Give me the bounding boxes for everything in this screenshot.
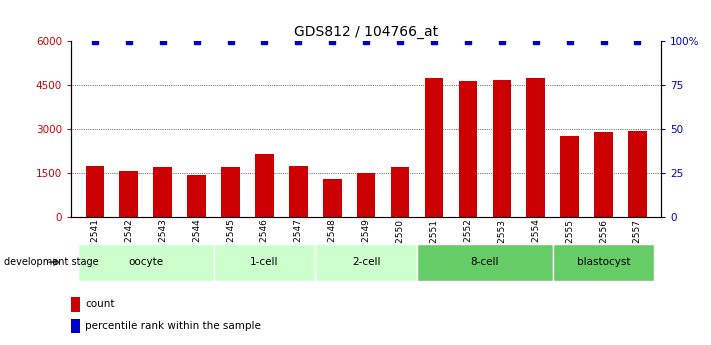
Bar [357, 173, 375, 217]
Text: percentile rank within the sample: percentile rank within the sample [85, 321, 261, 331]
Text: GSM22548: GSM22548 [328, 219, 337, 267]
Bar [526, 78, 545, 217]
Bar [315, 244, 417, 281]
Text: GSM22552: GSM22552 [464, 219, 472, 267]
Bar [221, 168, 240, 217]
Bar [119, 171, 138, 217]
Text: GSM22557: GSM22557 [633, 219, 642, 268]
Text: 8-cell: 8-cell [471, 257, 499, 267]
Text: GSM22547: GSM22547 [294, 219, 303, 267]
Bar [417, 244, 552, 281]
Text: GSM22555: GSM22555 [565, 219, 574, 268]
Bar [552, 244, 654, 281]
Text: GSM22553: GSM22553 [497, 219, 506, 268]
Text: GSM22554: GSM22554 [531, 219, 540, 267]
Bar [594, 132, 613, 217]
Bar [213, 244, 315, 281]
Bar [187, 175, 206, 217]
Text: GSM22543: GSM22543 [158, 219, 167, 267]
Bar [255, 154, 274, 217]
Bar [85, 166, 105, 217]
Bar [323, 179, 341, 217]
Bar [71, 319, 80, 333]
Bar [289, 166, 308, 217]
Bar [71, 297, 80, 312]
Bar [154, 167, 172, 217]
Title: GDS812 / 104766_at: GDS812 / 104766_at [294, 25, 438, 39]
Text: blastocyst: blastocyst [577, 257, 631, 267]
Text: GSM22541: GSM22541 [90, 219, 100, 267]
Text: GSM22545: GSM22545 [226, 219, 235, 267]
Bar [560, 136, 579, 217]
Text: GSM22551: GSM22551 [429, 219, 439, 268]
Bar [459, 81, 477, 217]
Bar [424, 78, 444, 217]
Text: GSM22546: GSM22546 [260, 219, 269, 267]
Text: GSM22550: GSM22550 [395, 219, 405, 268]
Bar [493, 79, 511, 217]
Bar [78, 244, 213, 281]
Bar [628, 131, 647, 217]
Text: GSM22556: GSM22556 [599, 219, 608, 268]
Bar [391, 167, 410, 217]
Text: count: count [85, 299, 114, 309]
Text: GSM22549: GSM22549 [362, 219, 370, 267]
Text: GSM22544: GSM22544 [192, 219, 201, 267]
Text: 1-cell: 1-cell [250, 257, 279, 267]
Text: 2-cell: 2-cell [352, 257, 380, 267]
Text: development stage: development stage [4, 257, 98, 267]
Text: oocyte: oocyte [128, 257, 164, 267]
Text: GSM22542: GSM22542 [124, 219, 133, 267]
